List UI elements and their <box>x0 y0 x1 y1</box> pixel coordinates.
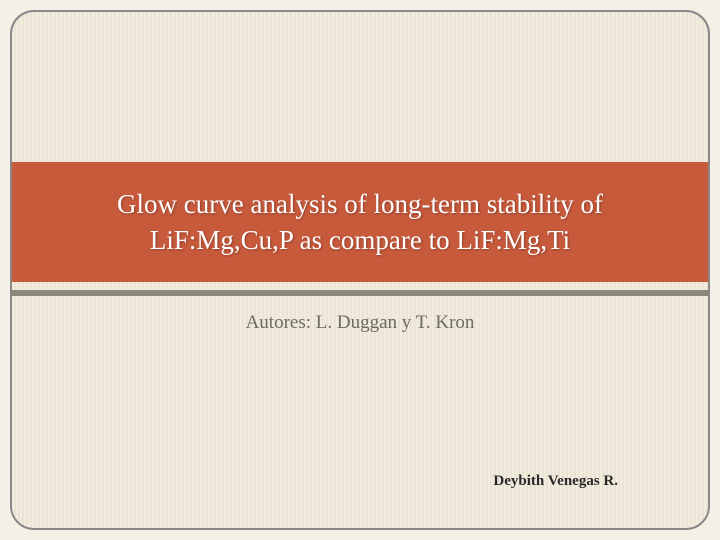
title-underline <box>12 290 708 296</box>
presenter-name: Deybith Venegas R. <box>493 473 618 490</box>
slide-frame: Glow curve analysis of long-term stabili… <box>10 10 710 530</box>
presentation-slide: Glow curve analysis of long-term stabili… <box>0 0 720 540</box>
authors-line: Autores: L. Duggan y T. Kron <box>12 312 708 334</box>
slide-title: Glow curve analysis of long-term stabili… <box>52 186 668 259</box>
title-band: Glow curve analysis of long-term stabili… <box>12 162 708 282</box>
